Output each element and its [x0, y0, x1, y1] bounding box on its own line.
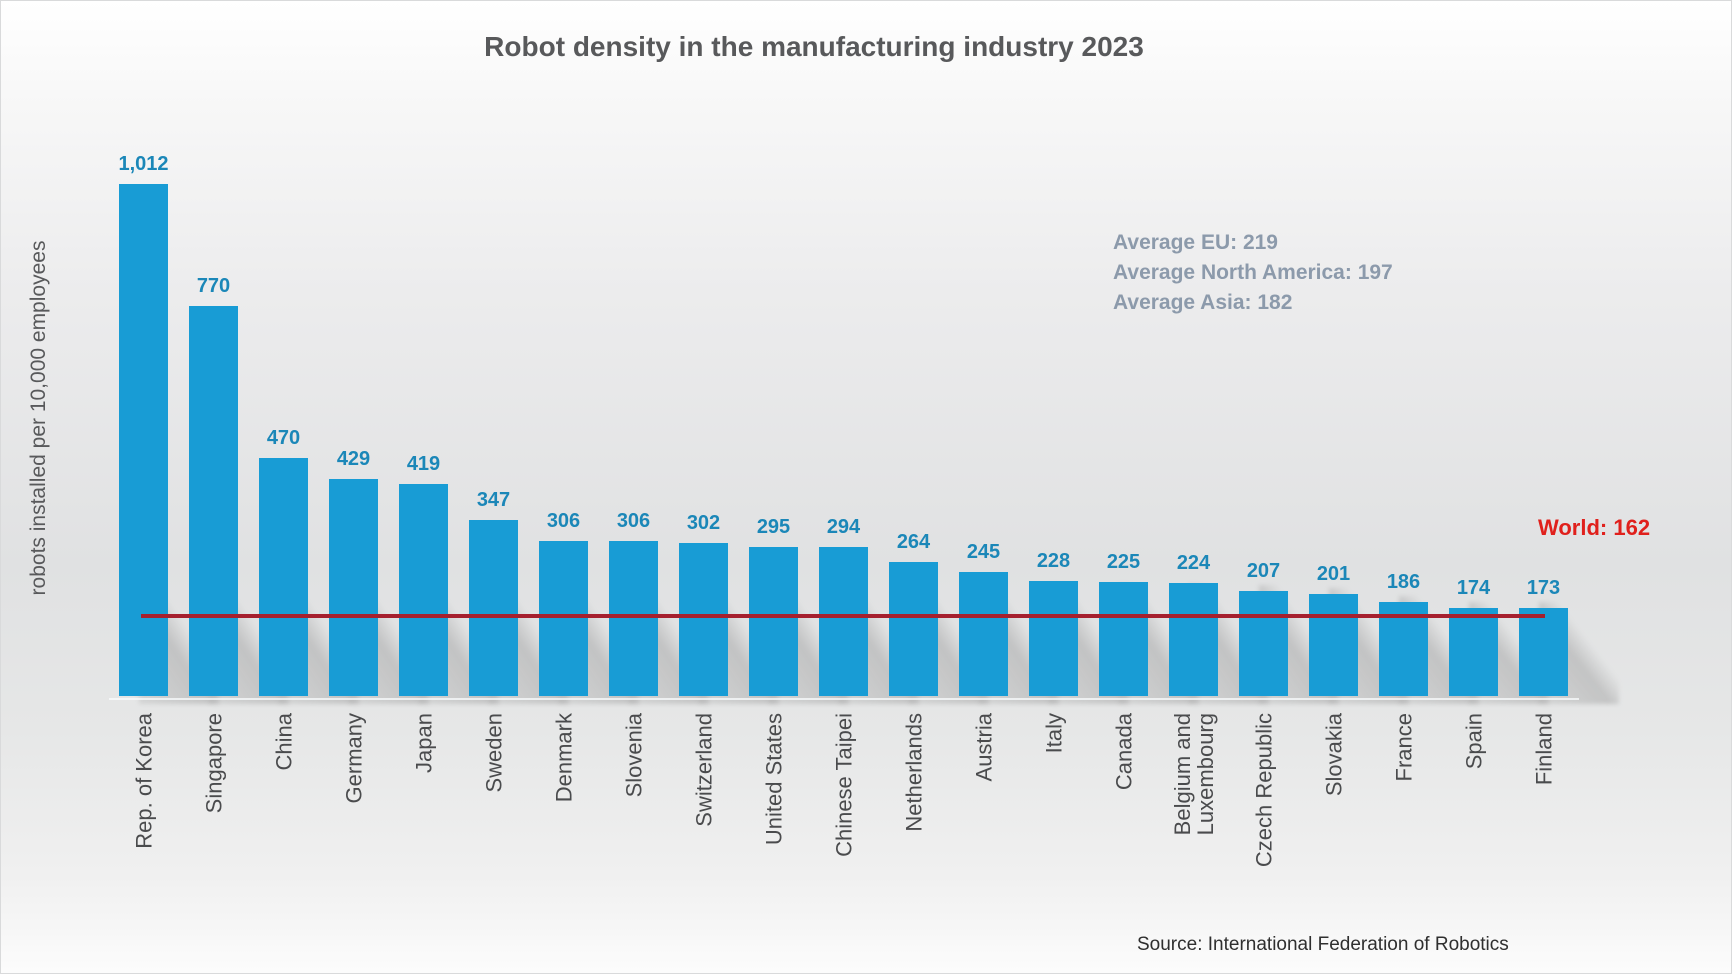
bar-column-rep-of-korea: 1,012 Rep. of Korea — [118, 1, 219, 973]
bar-value-label-china: 470 — [266, 427, 301, 449]
bar-value-label-slovenia: 306 — [616, 510, 651, 532]
bar-column-netherlands: 264 Netherlands — [889, 1, 989, 973]
chart-title: Robot density in the manufacturing indus… — [484, 31, 1144, 62]
bar-column-slovakia: 201 Slovakia — [1309, 1, 1409, 973]
bar-sweden — [469, 520, 518, 696]
bar-column-singapore: 770 Singapore — [189, 1, 289, 973]
category-label-united-states: United States — [761, 713, 786, 846]
bar-column-sweden: 347 Sweden — [469, 1, 569, 973]
category-label-singapore: Singapore — [201, 713, 226, 814]
bar-canada — [1099, 582, 1148, 696]
bar-value-label-czech-republic: 207 — [1246, 560, 1281, 582]
category-label-denmark: Denmark — [551, 713, 576, 803]
category-label-belgium-and-luxembourg: Belgium and Luxembourg — [1169, 713, 1218, 836]
world-reference-line — [141, 614, 1545, 618]
bar-value-label-rep-of-korea: 1,012 — [118, 153, 169, 175]
bar-column-france: 186 France — [1379, 1, 1479, 973]
category-label-netherlands: Netherlands — [901, 713, 926, 832]
source-attribution: Source: International Federation of Robo… — [1137, 934, 1509, 955]
category-label-italy: Italy — [1041, 713, 1066, 754]
category-label-china: China — [271, 713, 296, 771]
bar-belgium-and-luxembourg — [1169, 583, 1218, 696]
bar-column-united-states: 295 United States — [749, 1, 849, 973]
category-label-slovenia: Slovenia — [621, 713, 646, 798]
category-label-switzerland: Switzerland — [691, 713, 716, 827]
bar-column-czech-republic: 207 Czech Republic — [1239, 1, 1339, 973]
average-asia-label: Average Asia: 182 — [1113, 291, 1293, 314]
category-label-canada: Canada — [1111, 713, 1136, 791]
bar-singapore — [189, 306, 238, 696]
bar-value-label-finland: 173 — [1526, 577, 1561, 599]
regional-averages-annotation: Average EU: 219 Average North America: 1… — [1113, 228, 1393, 318]
bar-value-label-italy: 228 — [1036, 550, 1071, 572]
bar-value-label-spain: 174 — [1456, 577, 1491, 599]
bar-chinese-taipei — [819, 547, 868, 696]
bar-column-china: 470 China — [259, 1, 359, 973]
bar-netherlands — [889, 562, 938, 696]
bar-value-label-united-states: 295 — [756, 516, 791, 538]
category-label-slovakia: Slovakia — [1321, 713, 1346, 797]
average-north-america-label: Average North America: 197 — [1113, 261, 1393, 284]
x-axis-baseline — [109, 698, 1579, 700]
bar-value-label-switzerland: 302 — [686, 512, 721, 534]
bar-rep-of-korea — [119, 184, 168, 696]
bar-column-belgium-and-luxembourg: 224 Belgium and Luxembourg — [1169, 1, 1269, 973]
average-eu-label: Average EU: 219 — [1113, 231, 1278, 254]
bar-spain — [1449, 608, 1498, 696]
category-label-czech-republic: Czech Republic — [1251, 713, 1276, 868]
bar-column-japan: 419 Japan — [399, 1, 499, 973]
bar-value-label-belgium-and-luxembourg: 224 — [1176, 552, 1211, 574]
category-label-chinese-taipei: Chinese Taipei — [831, 713, 856, 857]
bar-column-chinese-taipei: 294 Chinese Taipei — [819, 1, 919, 973]
bar-united-states — [749, 547, 798, 696]
bar-column-switzerland: 302 Switzerland — [679, 1, 779, 973]
bar-slovakia — [1309, 594, 1358, 696]
bar-finland — [1519, 608, 1568, 696]
bar-value-label-sweden: 347 — [476, 489, 511, 511]
category-label-germany: Germany — [341, 713, 366, 804]
category-label-japan: Japan — [411, 713, 436, 773]
bar-column-italy: 228 Italy — [1029, 1, 1129, 973]
bar-column-finland: 173 Finland — [1519, 1, 1619, 973]
bar-slovenia — [609, 541, 658, 696]
bar-germany — [329, 479, 378, 696]
bar-china — [259, 458, 308, 696]
category-label-finland: Finland — [1531, 713, 1556, 786]
bar-value-label-denmark: 306 — [546, 510, 581, 532]
bar-value-label-chinese-taipei: 294 — [826, 516, 861, 538]
bar-austria — [959, 572, 1008, 696]
bar-value-label-germany: 429 — [336, 448, 371, 470]
bar-denmark — [539, 541, 588, 696]
bar-value-label-netherlands: 264 — [896, 531, 931, 553]
category-label-austria: Austria — [971, 713, 996, 782]
bar-japan — [399, 484, 448, 696]
category-label-spain: Spain — [1461, 713, 1486, 770]
world-value-label: World: 162 — [1538, 515, 1651, 540]
bar-column-slovenia: 306 Slovenia — [609, 1, 709, 973]
bar-italy — [1029, 581, 1078, 696]
bar-column-germany: 429 Germany — [329, 1, 429, 973]
bar-czech-republic — [1239, 591, 1288, 696]
bar-column-austria: 245 Austria — [959, 1, 1059, 973]
bar-value-label-france: 186 — [1386, 571, 1421, 593]
bar-value-label-austria: 245 — [966, 541, 1001, 563]
bar-column-denmark: 306 Denmark — [539, 1, 639, 973]
bar-switzerland — [679, 543, 728, 696]
bar-value-label-singapore: 770 — [196, 275, 231, 297]
bar-value-label-canada: 225 — [1106, 551, 1141, 573]
category-label-france: France — [1391, 713, 1416, 782]
category-label-sweden: Sweden — [481, 713, 506, 793]
bar-value-label-slovakia: 201 — [1316, 563, 1351, 585]
category-label-rep-of-korea: Rep. of Korea — [131, 713, 156, 849]
bar-value-label-japan: 419 — [406, 453, 441, 475]
bar-column-canada: 225 Canada — [1099, 1, 1199, 973]
bar-column-spain: 174 Spain — [1449, 1, 1549, 973]
